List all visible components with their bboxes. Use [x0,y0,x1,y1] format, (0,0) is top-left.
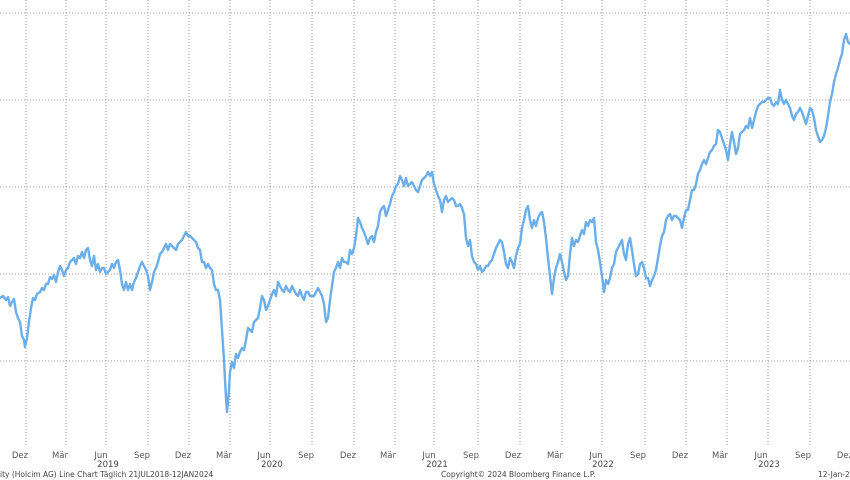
x-tick-label: Sep [298,451,314,461]
x-tick-label: Mär [380,451,397,461]
chart-caption: ity (Holcim AG) Line Chart Täglich 21JUL… [0,470,213,479]
x-tick-label: Dez [175,451,192,461]
x-axis-tick-labels: Dez Mär Jun Sep Dez Mär Jun Sep Dez Mär Jun Sep Dez M… [12,451,850,461]
x-year-label: 2020 [261,460,283,470]
x-tick-label: Dez [837,451,850,461]
x-tick-label: Dez [12,451,29,461]
gridlines [0,0,850,447]
x-tick-label: Sep [795,451,811,461]
x-year-label: 2022 [592,460,614,470]
x-tick-label: Mär [52,451,69,461]
x-tick-label: Jun [588,451,602,461]
x-tick-label: Mär [712,451,729,461]
x-axis-year-labels: 2019 2020 2021 2022 2023 [97,460,780,470]
x-tick-label: Jun [421,451,435,461]
x-tick-label: Mär [216,451,233,461]
x-year-label: 2023 [758,460,780,470]
x-tick-label: Dez [672,451,689,461]
x-tick-label: Jun [753,451,767,461]
x-tick-label: Jun [256,451,270,461]
x-tick-label: Dez [340,451,357,461]
x-year-label: 2021 [426,460,448,470]
x-tick-label: Sep [463,451,479,461]
x-year-label: 2019 [97,460,119,470]
x-tick-label: Jun [93,451,107,461]
x-tick-label: Sep [630,451,646,461]
chart-date-stamp: 12-Jan-2 [818,470,850,479]
x-tick-label: Sep [134,451,150,461]
x-tick-label: Dez [505,451,522,461]
price-line-holcim [0,32,850,414]
copyright-notice: Copyright© 2024 Bloomberg Finance L.P. [441,470,596,479]
x-tick-label: Mär [547,451,564,461]
